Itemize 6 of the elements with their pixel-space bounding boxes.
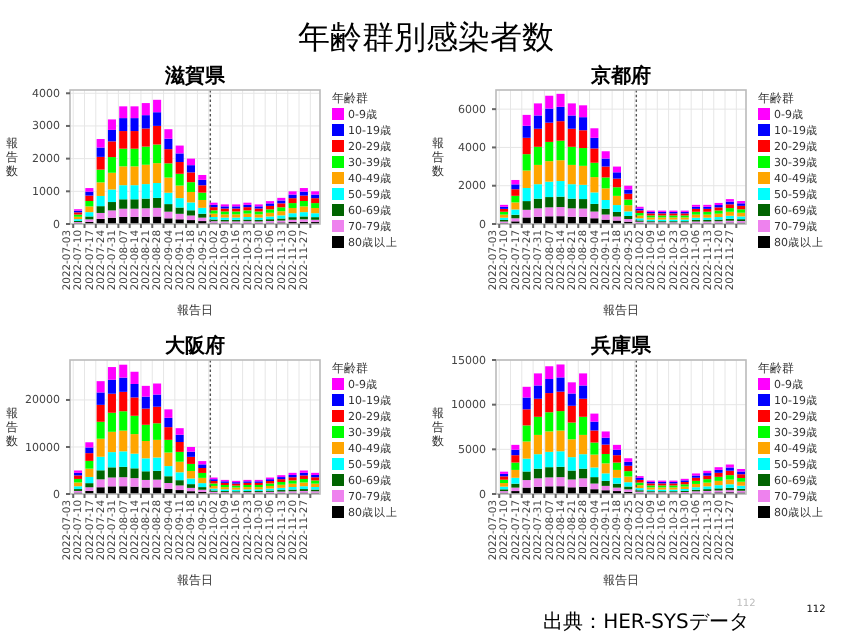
chart-title: 京都府	[589, 64, 651, 88]
chart-title: 兵庫県	[589, 334, 653, 358]
text: 年齢群別感染者数	[298, 18, 554, 56]
source-note: 出典：HER-SYSデータ	[543, 610, 749, 634]
chart-title: 滋賀県	[163, 64, 227, 88]
chart-title: 大阪府	[163, 334, 225, 358]
